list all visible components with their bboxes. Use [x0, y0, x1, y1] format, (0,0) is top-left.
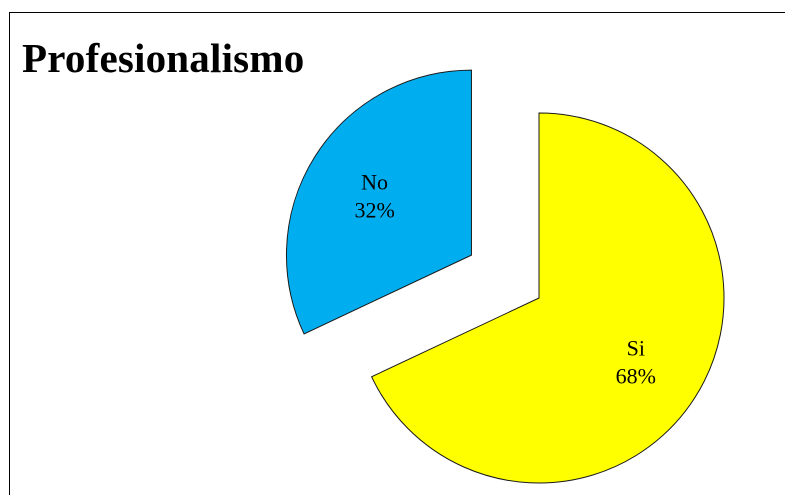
- slice-label-si: Si 68%: [616, 335, 656, 388]
- slice-percent-label: 32%: [354, 198, 394, 223]
- chart-frame: [9, 12, 785, 495]
- slice-percent-label: 68%: [616, 363, 656, 388]
- slice-category-label: No: [361, 170, 388, 195]
- slice-category-label: Si: [627, 335, 645, 360]
- pie-slice-si: [370, 112, 725, 484]
- pie-slice-no: [285, 69, 472, 335]
- slice-label-no: No 32%: [354, 170, 394, 223]
- chart-title: Profesionalismo: [22, 35, 305, 81]
